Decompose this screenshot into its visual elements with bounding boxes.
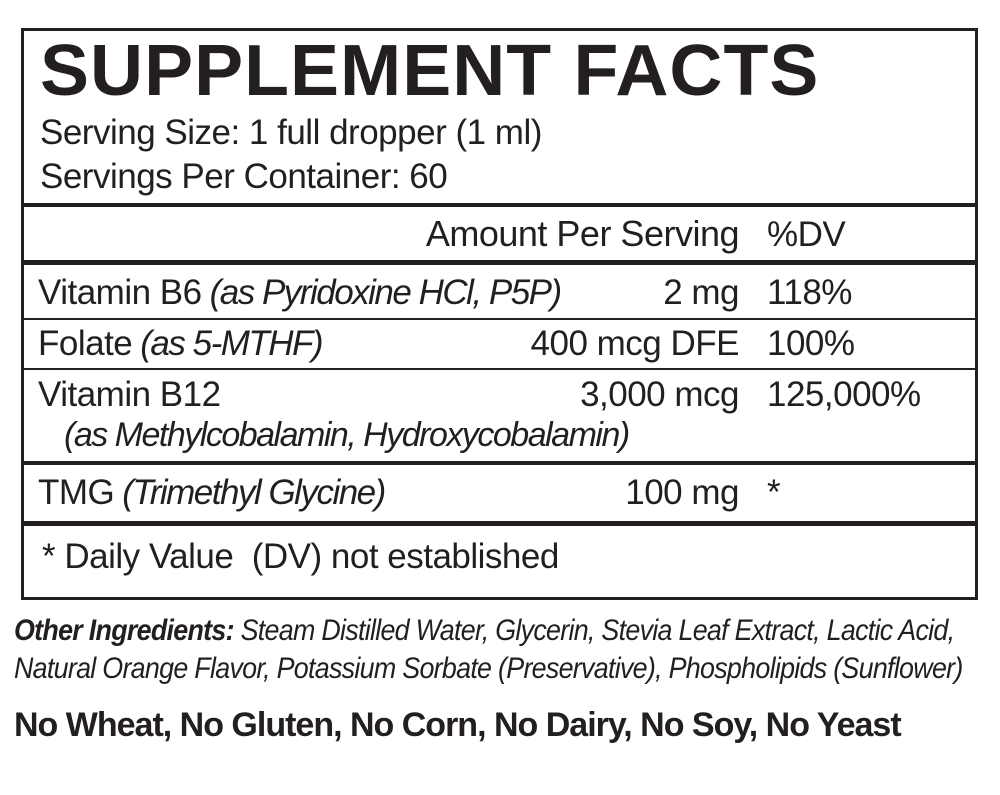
nutrient-amount: 3,000 mcg — [580, 375, 739, 415]
divider-thin — [24, 368, 975, 371]
other-ingredients-label: Other Ingredients: — [14, 614, 235, 647]
nutrient-dv: 125,000% — [767, 375, 921, 415]
nutrient-dv: 118% — [767, 273, 852, 313]
nutrient-amount: 400 mcg DFE — [530, 324, 740, 364]
nutrient-source-note: (as Pyridoxine HCl, P5P) — [209, 273, 563, 313]
divider-thick — [24, 203, 975, 208]
nutrient-row-folate: Folate (as 5-MTHF) 400 mcg DFE 100% — [38, 320, 961, 368]
nutrient-name: Vitamin B12 — [38, 375, 221, 415]
nutrient-name: Folate — [38, 324, 133, 364]
other-ingredients: Other Ingredients: Steam Distilled Water… — [14, 612, 976, 688]
nutrient-name: TMG — [38, 472, 115, 512]
dv-header: %DV — [767, 215, 846, 255]
nutrient-source-note: (as 5-MTHF) — [140, 324, 323, 364]
nutrient-source-note: (as Methylcobalamin, Hydroxycobalamin) — [64, 416, 630, 455]
daily-value-footnote: * Daily Value (DV) not established — [42, 536, 559, 576]
column-header-row: Amount Per Serving %DV — [38, 207, 961, 260]
supplement-facts-panel: SUPPLEMENT FACTS Serving Size: 1 full dr… — [21, 28, 978, 600]
amount-per-serving-header: Amount Per Serving — [425, 213, 740, 255]
nutrient-amount: 2 mg — [663, 273, 739, 313]
nutrient-dv: 100% — [767, 324, 855, 364]
nutrient-row-tmg: TMG (Trimethyl Glycine) 100 mg * — [38, 465, 961, 521]
divider-thick — [24, 260, 975, 266]
other-ingredients-list: Steam Distilled Water, Glycerin, Stevia … — [14, 614, 963, 685]
nutrient-row-vitamin-b6: Vitamin B6 (as Pyridoxine HCl, P5P) 2 mg … — [38, 265, 961, 318]
nutrient-row-vitamin-b12: Vitamin B12 3,000 mcg 125,000% — [38, 370, 961, 417]
serving-size: Serving Size: 1 full dropper (1 ml) — [40, 112, 542, 152]
nutrient-source-note: (Trimethyl Glycine) — [122, 472, 386, 512]
nutrient-dv: * — [767, 472, 781, 512]
divider-thick — [24, 460, 975, 465]
divider-thin — [24, 318, 975, 321]
nutrient-amount: 100 mg — [625, 472, 739, 512]
panel-title: SUPPLEMENT FACTS — [40, 31, 820, 111]
nutrient-name: Vitamin B6 — [38, 273, 202, 313]
allergen-statement: No Wheat, No Gluten, No Corn, No Dairy, … — [14, 706, 902, 744]
servings-per-container: Servings Per Container: 60 — [40, 156, 448, 196]
divider-thick — [24, 520, 975, 526]
